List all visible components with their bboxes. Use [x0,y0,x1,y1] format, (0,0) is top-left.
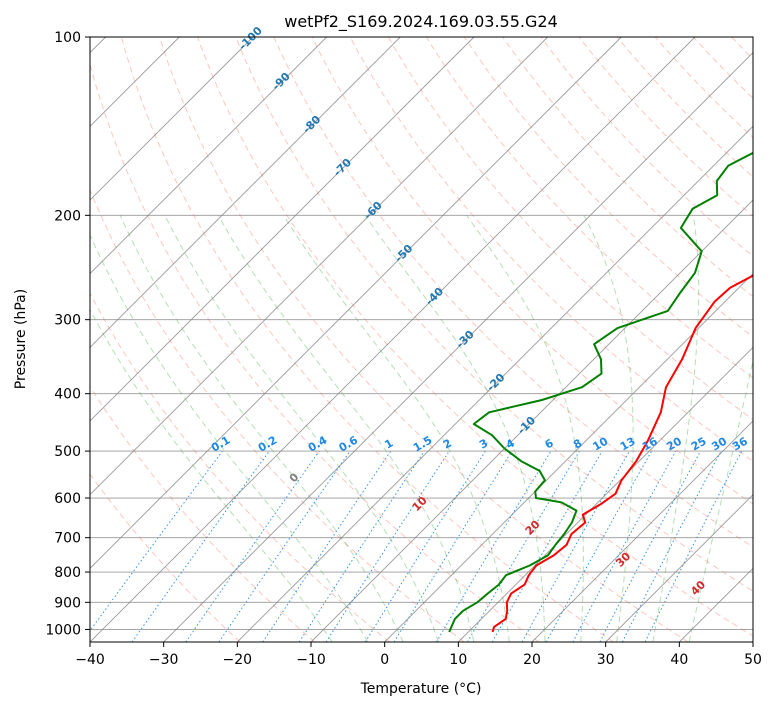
x-axis-ticks: −40 −30 −20 −10 0 10 20 30 40 50 [75,642,762,668]
mixing-ratio-line [393,450,513,642]
isotherm-line [90,37,622,569]
x-tick-label: 20 [523,652,541,668]
dry-adiabat-line [770,37,775,642]
dry-adiabat-line [349,37,753,462]
x-tick-label: −20 [223,652,253,668]
mixing-ratio-line [521,450,630,642]
x-tick-label: 10 [449,652,467,668]
isotherm-line [163,52,753,642]
chart-title: wetPf2_S169.2024.169.03.55.G24 [284,12,558,32]
y-tick-label: 200 [54,208,81,224]
x-axis-label: Temperature (°C) [360,681,482,697]
x-tick-label: 30 [597,652,615,668]
isotherm-line [90,37,254,201]
isotherm-line [310,199,753,642]
plot-background [90,37,753,642]
y-tick-label: 400 [54,387,81,403]
isotherm-line [90,37,548,496]
mixing-ratio-line [131,450,270,642]
isotherm-line [90,37,696,642]
y-axis-ticks: 100 200 300 400 500 600 700 800 900 1000 [45,30,90,638]
moist-adiabat-line [90,233,369,642]
background-lines [90,37,775,642]
moist-adiabat-line [164,215,439,642]
moist-adiabat-line [119,215,404,642]
dry-adiabat-line [387,37,753,420]
x-tick-label: −30 [149,652,179,668]
isotherm-line [90,37,475,422]
isotherm-line [90,37,327,275]
dewpoint-profile [448,151,753,633]
dry-adiabat-line [90,473,241,642]
y-tick-label: 900 [54,595,81,611]
y-tick-label: 700 [54,531,81,547]
mixing-ratio-line [218,450,351,642]
moist-adiabat-line [652,215,700,642]
moist-adiabat-line [364,215,546,642]
mixing-ratio-line [545,450,653,642]
x-tick-label: 50 [744,652,762,668]
moist-adiabat-line [466,215,584,642]
dry-adiabat-line [235,37,753,592]
dry-adiabat-line [120,37,614,642]
y-axis-label: Pressure (hPa) [13,289,29,389]
dry-adiabat-line [159,37,689,642]
moist-adiabat-line [583,215,634,642]
profiles [448,151,753,633]
mixing-ratio-line [185,450,320,642]
y-tick-label: 300 [54,313,81,329]
dry-adiabat-line [425,37,753,379]
isotherm-line [384,273,753,642]
y-tick-label: 1000 [45,622,81,638]
moist-adiabat-line [90,308,333,642]
isotherm-line [752,641,753,642]
isotherm-line [90,37,401,348]
dry-adiabat-line [90,292,390,642]
y-tick-label: 100 [54,30,81,46]
dry-adiabat-line [90,188,465,642]
mixing-ratio-line [644,450,743,642]
y-tick-label: 600 [54,491,81,507]
moist-adiabat-line [217,215,475,642]
mixing-ratio-line [325,450,450,642]
dry-adiabat-line [311,37,753,505]
x-tick-label: −10 [296,652,326,668]
mixing-ratio-line [572,450,677,642]
dry-adiabat-line [273,37,753,548]
dry-adiabat-line [90,62,540,642]
isotherm-line [237,125,753,642]
mixing-ratio-line [262,450,392,642]
y-tick-label: 500 [54,444,81,460]
y-tick-label: 800 [54,565,81,581]
x-tick-label: 0 [380,652,389,668]
x-tick-label: −40 [75,652,105,668]
mixing-ratio-line [90,450,223,632]
moist-adiabat-line [283,215,510,642]
plot-frame [89,36,754,643]
dry-adiabat-line [90,385,316,642]
isotherm-line [605,494,753,642]
mixing-ratio-line [298,450,425,642]
dry-adiabat-line [502,37,753,298]
isotherm-line [531,420,753,642]
temperature-profile [491,274,753,633]
dry-adiabat-line [464,37,753,338]
x-tick-label: 40 [670,652,688,668]
